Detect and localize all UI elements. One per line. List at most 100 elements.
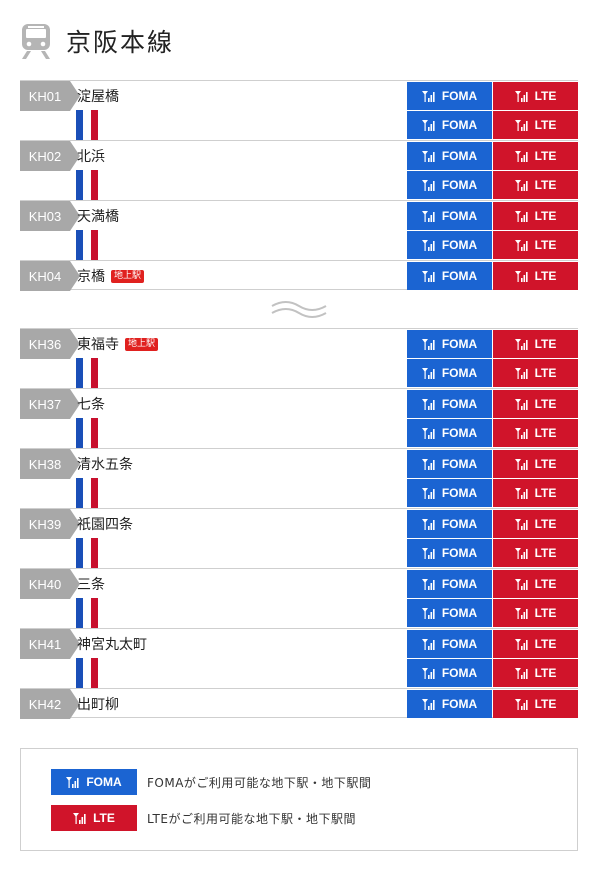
- segment-lte-badge: LTE: [493, 359, 578, 387]
- antenna-icon: [421, 488, 435, 499]
- foma-label: FOMA: [441, 606, 478, 620]
- antenna-icon: [421, 428, 435, 439]
- segment-lte-badge: LTE: [493, 171, 578, 199]
- legend-foma-text: FOMAがご利用可能な地下駅・地下駅間: [147, 775, 372, 790]
- antenna-icon: [421, 548, 435, 559]
- track-line-red: [91, 110, 98, 140]
- antenna-icon: [514, 428, 528, 439]
- track-line-red: [91, 658, 98, 688]
- foma-label: FOMA: [441, 118, 478, 132]
- legend-lte-chip: LTE: [51, 805, 137, 831]
- segment-foma-badge: FOMA: [407, 359, 492, 387]
- foma-label: FOMA: [441, 486, 478, 500]
- lte-label: LTE: [534, 517, 557, 531]
- legend-foma-label: FOMA: [86, 775, 122, 789]
- segment-foma-badge: FOMA: [407, 419, 492, 447]
- track-line-white: [83, 230, 91, 260]
- station-code: KH40: [20, 569, 80, 599]
- station-foma-badge: FOMA: [407, 82, 492, 110]
- station-lte-badge: LTE: [493, 630, 578, 658]
- station-name-text: 清水五条: [77, 457, 133, 473]
- lte-label: LTE: [534, 666, 557, 680]
- lte-label: LTE: [534, 269, 557, 283]
- segment-lte-badge: LTE: [493, 479, 578, 507]
- station-code: KH01: [20, 81, 80, 111]
- track-line-white: [83, 478, 91, 508]
- antenna-icon: [514, 579, 528, 590]
- antenna-icon: [514, 399, 528, 410]
- station-code: KH03: [20, 201, 80, 231]
- foma-label: FOMA: [441, 546, 478, 560]
- antenna-icon: [421, 368, 435, 379]
- station-code: KH39: [20, 509, 80, 539]
- track-line-blue: [76, 170, 83, 200]
- station-foma-badge: FOMA: [407, 630, 492, 658]
- station-list-section-b: KH36 東福寺 地上駅 FOMA LTE FOMA LTE KH37 七条 FOMA LTE FOM…: [20, 328, 578, 719]
- station-lte-badge: LTE: [493, 202, 578, 230]
- track-line-white: [83, 598, 91, 628]
- lte-label: LTE: [534, 426, 557, 440]
- station-lte-badge: LTE: [493, 390, 578, 418]
- above-ground-badge: 地上駅: [111, 269, 145, 283]
- antenna-icon: [73, 813, 86, 824]
- station-row: KH41 神宮丸太町 FOMA LTE: [20, 628, 578, 659]
- station-lte-badge: LTE: [493, 570, 578, 598]
- station-foma-badge: FOMA: [407, 262, 492, 290]
- antenna-icon: [421, 120, 435, 131]
- segment-lte-badge: LTE: [493, 419, 578, 447]
- station-code: KH38: [20, 449, 80, 479]
- segment-foma-badge: FOMA: [407, 171, 492, 199]
- foma-label: FOMA: [441, 426, 478, 440]
- antenna-icon: [514, 459, 528, 470]
- lte-label: LTE: [534, 697, 557, 711]
- station-row: KH04 京橋 地上駅 FOMA LTE: [20, 260, 578, 291]
- antenna-icon: [421, 151, 435, 162]
- antenna-icon: [421, 399, 435, 410]
- station-foma-badge: FOMA: [407, 330, 492, 358]
- foma-label: FOMA: [441, 457, 478, 471]
- foma-label: FOMA: [441, 209, 478, 223]
- antenna-icon: [421, 180, 435, 191]
- track-line-red: [91, 230, 98, 260]
- track-line-white: [83, 418, 91, 448]
- segment-row: FOMA LTE: [20, 358, 578, 388]
- antenna-icon: [514, 271, 528, 282]
- station-name: 天満橋: [77, 201, 119, 231]
- station-name-text: 七条: [77, 397, 105, 413]
- lte-label: LTE: [534, 337, 557, 351]
- track-line-blue: [76, 230, 83, 260]
- lte-label: LTE: [534, 546, 557, 560]
- station-code: KH37: [20, 389, 80, 419]
- track-line-red: [91, 478, 98, 508]
- legend: FOMA FOMAがご利用可能な地下駅・地下駅間 LTE LTEがご利用可能な地…: [20, 748, 578, 851]
- station-foma-badge: FOMA: [407, 510, 492, 538]
- station-name: 淀屋橋: [77, 81, 119, 111]
- segment-lte-badge: LTE: [493, 111, 578, 139]
- station-code: KH41: [20, 629, 80, 659]
- station-name-text: 出町柳: [77, 697, 119, 713]
- antenna-icon: [514, 339, 528, 350]
- station-row: KH02 北浜 FOMA LTE: [20, 140, 578, 171]
- station-row: KH40 三条 FOMA LTE: [20, 568, 578, 599]
- station-row: KH37 七条 FOMA LTE: [20, 388, 578, 419]
- track-line-red: [91, 170, 98, 200]
- station-code: KH36: [20, 329, 80, 359]
- segment-lte-badge: LTE: [493, 599, 578, 627]
- station-name-text: 北浜: [77, 149, 105, 165]
- station-name-text: 東福寺: [77, 337, 119, 353]
- foma-label: FOMA: [441, 697, 478, 711]
- above-ground-badge: 地上駅: [125, 337, 159, 351]
- lte-label: LTE: [534, 178, 557, 192]
- track-line-red: [91, 598, 98, 628]
- page-title: 京阪本線: [66, 28, 175, 57]
- station-name: 出町柳: [77, 689, 119, 719]
- antenna-icon: [514, 211, 528, 222]
- station-lte-badge: LTE: [493, 690, 578, 718]
- antenna-icon: [421, 608, 435, 619]
- lte-label: LTE: [534, 577, 557, 591]
- antenna-icon: [514, 608, 528, 619]
- lte-label: LTE: [534, 457, 557, 471]
- antenna-icon: [421, 339, 435, 350]
- segment-foma-badge: FOMA: [407, 231, 492, 259]
- track-line-white: [83, 358, 91, 388]
